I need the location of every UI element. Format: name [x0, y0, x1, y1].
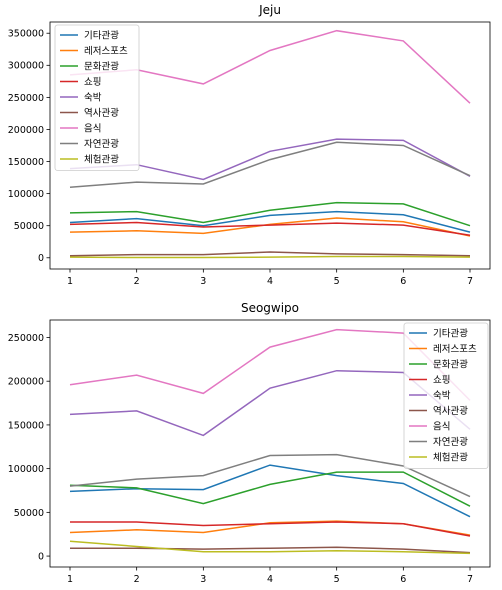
x-tick-label: 6	[400, 276, 406, 287]
series-line	[70, 546, 471, 554]
seogwipo-chart: Seogwipo 1 2 3 4 5 6 7 0 50000 100000 150000 200000…	[8, 301, 491, 585]
x-tick-label: 7	[467, 574, 473, 585]
y-tick-label: 250000	[8, 93, 44, 104]
legend-label: 음식	[84, 124, 101, 135]
y-tick-label: 0	[38, 551, 44, 562]
jeju-chart-title: Jeju	[258, 3, 281, 17]
series-line	[69, 540, 471, 555]
series-line	[69, 217, 471, 237]
legend-label: 기타관광	[84, 30, 119, 42]
series-line	[69, 221, 471, 237]
legend-label: 쇼핑	[433, 375, 450, 386]
legend-label: 역사관광	[433, 405, 468, 417]
series-line	[69, 141, 471, 188]
x-tick-label: 4	[267, 574, 273, 585]
legend-label: 자연관광	[84, 138, 119, 150]
series-line	[69, 210, 471, 233]
x-tick-label: 3	[200, 574, 206, 585]
y-tick-label: 250000	[8, 333, 44, 344]
x-tick-label: 6	[400, 574, 406, 585]
y-tick-label: 50000	[14, 508, 44, 519]
legend-label: 체험관광	[84, 154, 119, 166]
legend-label: 문화관광	[433, 359, 468, 371]
x-tick-label: 5	[334, 276, 340, 287]
y-tick-label: 50000	[14, 221, 44, 232]
series-line	[69, 201, 471, 227]
legend-label: 기타관광	[433, 328, 468, 340]
x-tick-label: 7	[467, 276, 473, 287]
legend-label: 쇼핑	[84, 77, 101, 88]
legend-label: 음식	[433, 422, 450, 433]
legend-label: 자연관광	[433, 436, 468, 448]
x-tick-label: 1	[67, 574, 73, 585]
y-tick-label: 150000	[8, 157, 44, 168]
x-tick-label: 2	[134, 574, 140, 585]
y-tick-label: 200000	[8, 125, 44, 136]
y-tick-label: 200000	[8, 377, 44, 388]
legend-label: 숙박	[433, 391, 451, 402]
legend-box	[54, 24, 140, 171]
legend-label: 숙박	[84, 93, 102, 104]
seogwipo-chart-title: Seogwipo	[241, 301, 299, 315]
y-tick-label: 0	[38, 253, 44, 264]
series-line	[69, 255, 471, 259]
legend-label: 역사관광	[84, 107, 119, 119]
jeju-chart: Jeju 1 2 3 4 5 6 7 0 50000 100000 150000 200000 2500…	[8, 3, 491, 287]
y-tick-label: 350000	[8, 29, 44, 40]
series-line	[69, 471, 471, 507]
series-line	[69, 251, 471, 257]
y-tick-label: 300000	[8, 61, 44, 72]
y-tick-label: 100000	[8, 189, 44, 200]
legend-box	[403, 322, 489, 469]
series-line	[69, 453, 471, 498]
series-line	[69, 464, 471, 518]
x-tick-label: 4	[267, 276, 273, 287]
x-tick-label: 1	[67, 276, 73, 287]
x-tick-label: 3	[200, 276, 206, 287]
legend-label: 문화관광	[84, 61, 119, 73]
series-line	[69, 369, 471, 437]
legend-label: 체험관광	[433, 452, 468, 464]
legend-label: 레저스포츠	[84, 46, 128, 57]
y-tick-label: 150000	[8, 420, 44, 431]
y-tick-label: 100000	[8, 464, 44, 475]
x-tick-label: 5	[334, 574, 340, 585]
series-line	[69, 328, 471, 401]
x-tick-label: 2	[134, 276, 140, 287]
legend-label: 레저스포츠	[433, 344, 477, 355]
series-line	[70, 521, 471, 537]
